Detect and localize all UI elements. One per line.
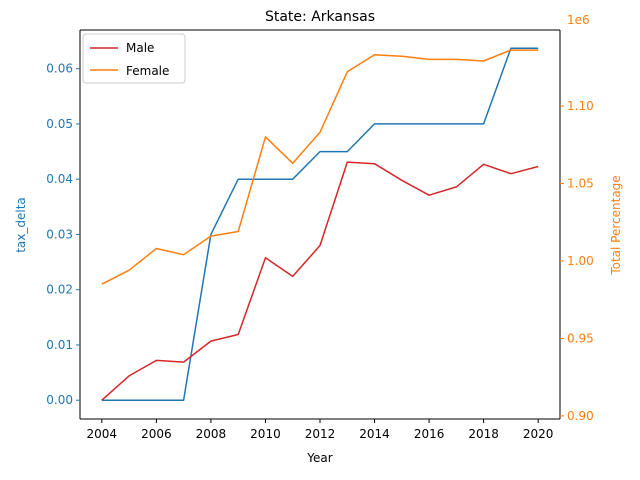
legend: Male Female — [82, 33, 186, 84]
x-tick-label: 2006 — [141, 427, 172, 441]
y-tick-label-right: 1.00 — [567, 254, 594, 268]
tax-delta-line — [101, 47, 539, 401]
y-ticks-right: 0.90 0.95 1.00 1.05 1.10 — [560, 99, 594, 423]
x-tick-label: 2010 — [250, 427, 281, 441]
y-tick-label-left: 0.01 — [46, 338, 73, 352]
x-tick-label: 2018 — [468, 427, 499, 441]
y-axis-label-left: tax_delta — [14, 197, 28, 253]
plot-area — [80, 30, 560, 419]
x-tick-label: 2020 — [523, 427, 554, 441]
y-tick-label-right: 1.05 — [567, 176, 594, 190]
legend-female-label: Female — [126, 64, 169, 78]
y-tick-label-right: 0.90 — [567, 409, 594, 423]
x-tick-label: 2016 — [414, 427, 445, 441]
y-ticks-left: 0.00 0.01 0.02 0.03 0.04 0.05 0.06 — [46, 62, 80, 407]
x-tick-label: 2008 — [196, 427, 227, 441]
x-tick-label: 2012 — [305, 427, 336, 441]
y-tick-label-left: 0.06 — [46, 62, 73, 76]
x-ticks: 2004 2006 2008 2010 2012 2014 2016 2018 2020 — [87, 419, 554, 441]
male-line — [101, 161, 539, 401]
y-tick-label-left: 0.03 — [46, 227, 73, 241]
x-axis-label: Year — [306, 451, 332, 465]
legend-male-label: Male — [126, 41, 154, 55]
chart-title: State: Arkansas — [265, 9, 375, 25]
y-tick-label-left: 0.00 — [46, 393, 73, 407]
y-axis-label-right: Total Percentage — [609, 175, 623, 275]
x-tick-label: 2004 — [87, 427, 118, 441]
y-tick-label-left: 0.04 — [46, 172, 73, 186]
right-axis-offset: 1e6 — [567, 13, 590, 27]
series-lines — [101, 47, 539, 401]
x-tick-label: 2014 — [359, 427, 390, 441]
y-tick-label-left: 0.05 — [46, 117, 73, 131]
female-line — [101, 49, 539, 285]
y-tick-label-right: 1.10 — [567, 99, 594, 113]
y-tick-label-right: 0.95 — [567, 331, 594, 345]
y-tick-label-left: 0.02 — [46, 283, 73, 297]
